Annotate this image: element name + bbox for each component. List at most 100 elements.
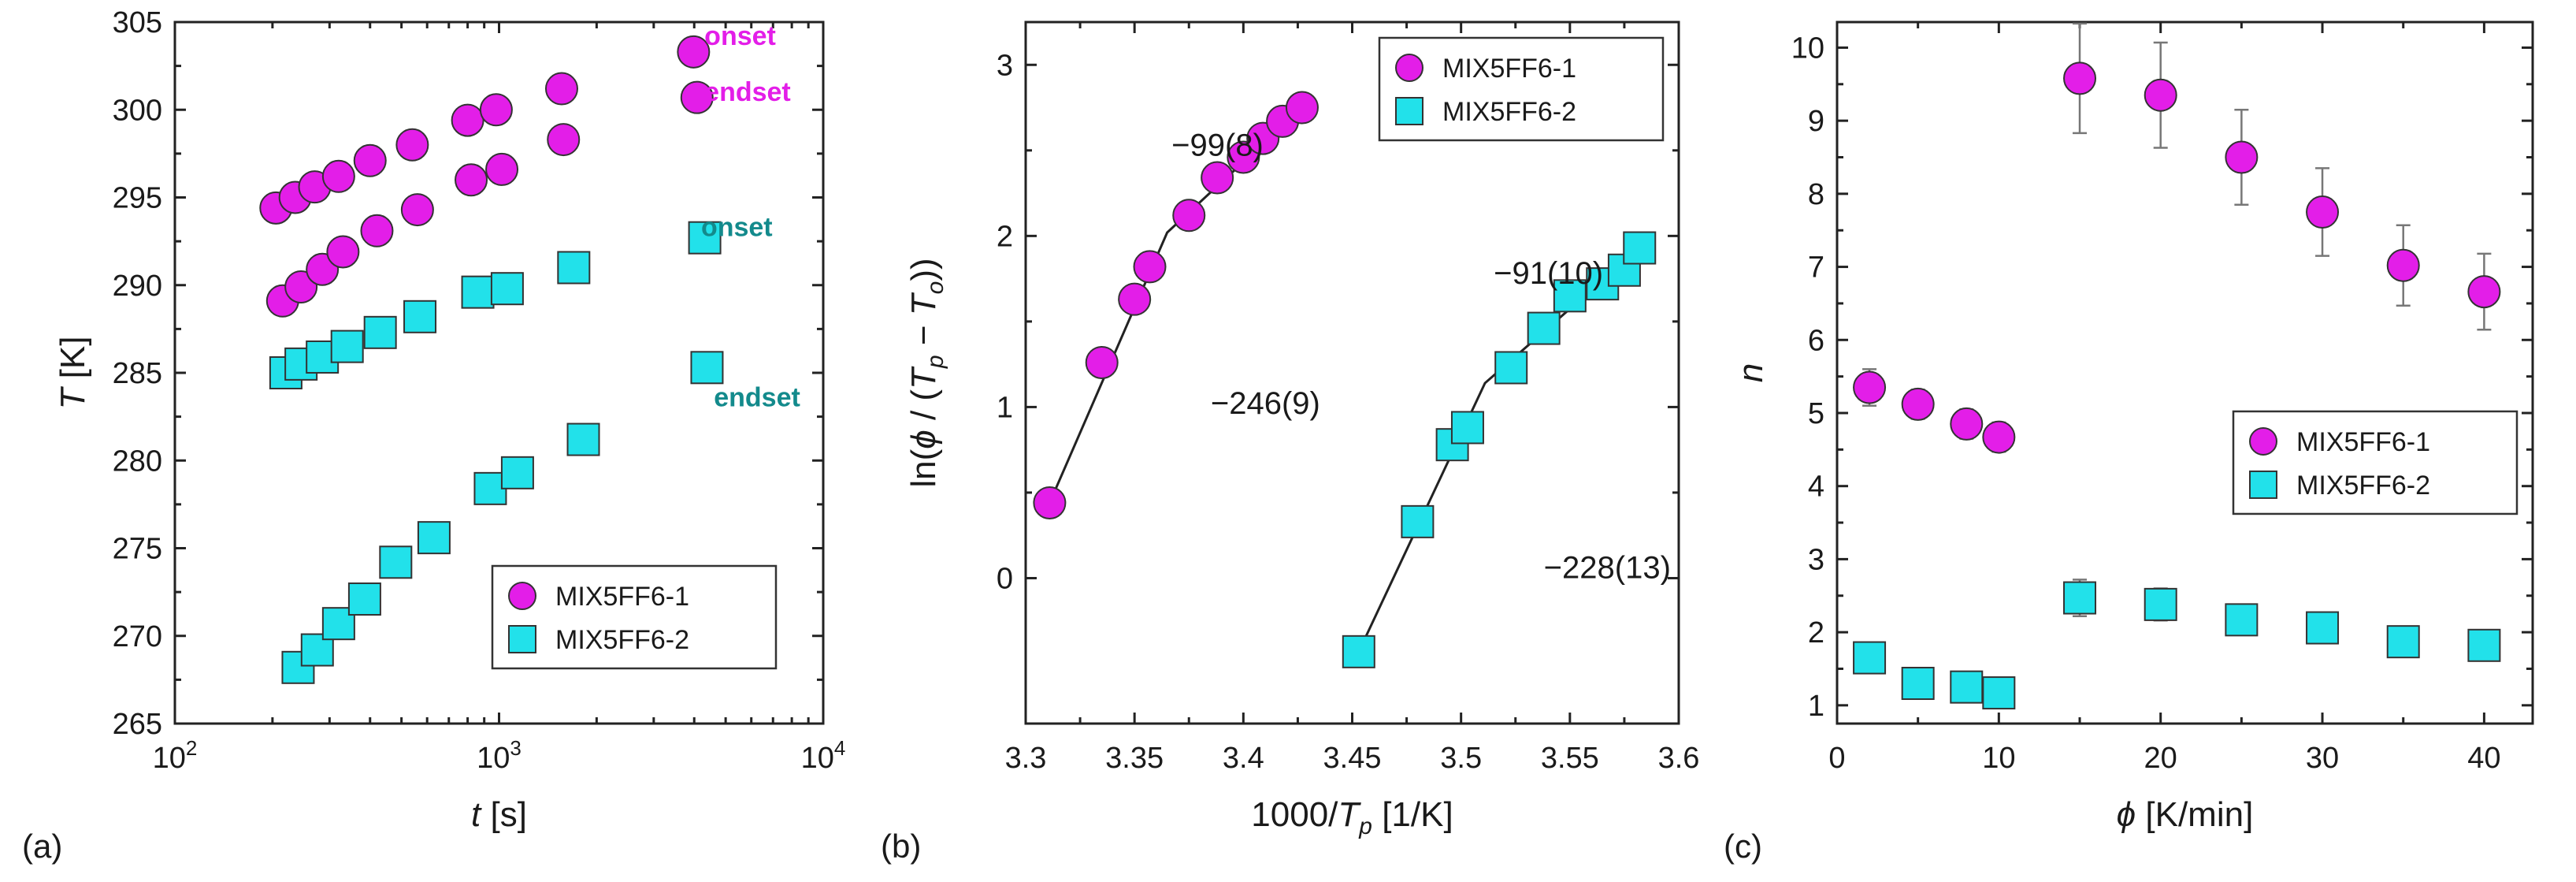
data-point-square [1982,676,2016,710]
data-point-circle [2063,61,2097,95]
y-tick-label: 4 [1808,471,1824,504]
x-tick-label: 3.3 [1005,742,1047,775]
y-tick-label: 7 [1808,251,1824,285]
data-point-circle [353,143,387,177]
y-axis-label: T [K] [54,337,92,410]
slope-annotation: −99(8) [1171,128,1264,162]
series-annotation: endset [714,382,800,412]
data-point-circle [321,159,355,193]
x-tick-label: 20 [2144,742,2177,775]
data-point-circle [680,80,714,114]
panel-a: 102 103 104 265 270 275 280 285 290 295 300 305 t [s… [22,6,845,865]
data-point-circle [2386,248,2420,282]
data-point-square [1401,504,1435,538]
x-tick-label: 10 [1982,742,2015,775]
y-axis-label: ln(ϕ / (Tp − To)) [904,258,948,487]
y-tick-label: 290 [113,270,162,303]
y-tick-label: 300 [113,94,162,127]
legend-label: MIX5FF6-2 [555,625,689,655]
data-point-square [403,300,437,333]
data-point-square [1950,670,1984,704]
data-point-square [2467,628,2501,662]
y-tick-label: 5 [1808,397,1824,430]
data-point-square [330,329,364,363]
y-tick-label: 2 [1808,616,1824,649]
data-point-circle [2467,275,2501,309]
data-point-square [566,422,600,456]
data-point-square [1623,231,1657,265]
data-point-square [2144,587,2177,621]
data-point-square [2063,581,2097,615]
data-point-circle [1950,407,1984,441]
y-tick-label: 9 [1808,105,1824,138]
data-point-circle [1201,161,1234,195]
y-tick-label: 0 [997,562,1013,595]
data-point-circle [1133,250,1167,284]
legend-marker-square [2249,470,2277,499]
plot-frame [1835,20,2534,725]
y-tick-label: 10 [1791,32,1824,65]
y-tick-label: 1 [997,391,1013,424]
y-tick-label: 280 [113,445,162,478]
legend-marker-square [508,625,536,653]
data-point-square [690,351,724,385]
legend-marker-circle [2249,426,2277,456]
data-point-square [1901,667,1935,701]
data-point-square [1553,279,1587,313]
data-point-circle [544,72,578,106]
data-point-square [688,221,722,255]
y-tick-label: 285 [113,357,162,390]
panel-b: 3.3 3.35 3.4 3.45 3.5 3.55 3.6 0 1 2 3 1000/Tp [1/K… [881,20,1699,865]
data-point-circle [479,93,513,127]
data-point-circle [1285,91,1319,125]
legend-label: MIX5FF6-2 [1442,97,1576,127]
x-axis-label: t [s] [471,795,527,834]
data-point-circle [360,214,394,247]
legend-marker-circle [508,582,536,610]
x-tick-label: 103 [477,736,522,775]
y-tick-label: 6 [1808,324,1824,357]
data-point-square [490,272,524,306]
y-tick-label: 3 [997,49,1013,82]
data-point-circle [1172,199,1206,233]
slope-annotation: −246(9) [1211,386,1320,421]
data-point-circle [451,103,484,137]
series-annotation: endset [704,77,791,107]
data-point-square [1527,311,1561,345]
data-point-square [461,275,495,309]
panel-label: (b) [881,828,921,865]
legend-frame [491,564,778,670]
x-axis-label: 1000/Tp [1/K] [1251,795,1453,839]
data-point-square [2225,603,2259,637]
data-point-square [1853,641,1887,675]
legend-frame [1378,36,1665,142]
data-point-square [347,582,381,616]
data-point-square [417,521,451,555]
data-point-circle [1853,370,1887,404]
y-tick-label: 1 [1808,690,1824,723]
series-annotation: onset [701,212,773,242]
legend-label: MIX5FF6-2 [2296,471,2430,501]
x-tick-label: 40 [2467,742,2500,775]
y-axis-label: n [1732,363,1770,382]
legend-frame [2232,410,2518,515]
data-point-square [1494,351,1528,385]
y-tick-label: 8 [1808,178,1824,211]
slope-annotation: −228(13) [1544,550,1671,585]
data-point-circle [1982,420,2016,454]
legend: MIX5FF6-1 MIX5FF6-2 [2232,410,2518,515]
data-point-circle [395,128,429,162]
data-point-square [2386,625,2420,659]
y-tick-label: 275 [113,533,162,566]
data-point-square [473,471,507,505]
legend-label: MIX5FF6-1 [1442,54,1576,84]
y-tick-label: 305 [113,6,162,39]
data-point-circle [677,35,711,69]
data-point-square [500,456,534,489]
legend-marker-circle [1395,54,1423,82]
legend: MIX5FF6-1 MIX5FF6-2 [491,564,778,670]
panel-label: (c) [1724,828,1762,865]
data-point-square [2306,611,2340,645]
data-point-square [363,315,397,349]
data-point-square [1450,411,1484,445]
